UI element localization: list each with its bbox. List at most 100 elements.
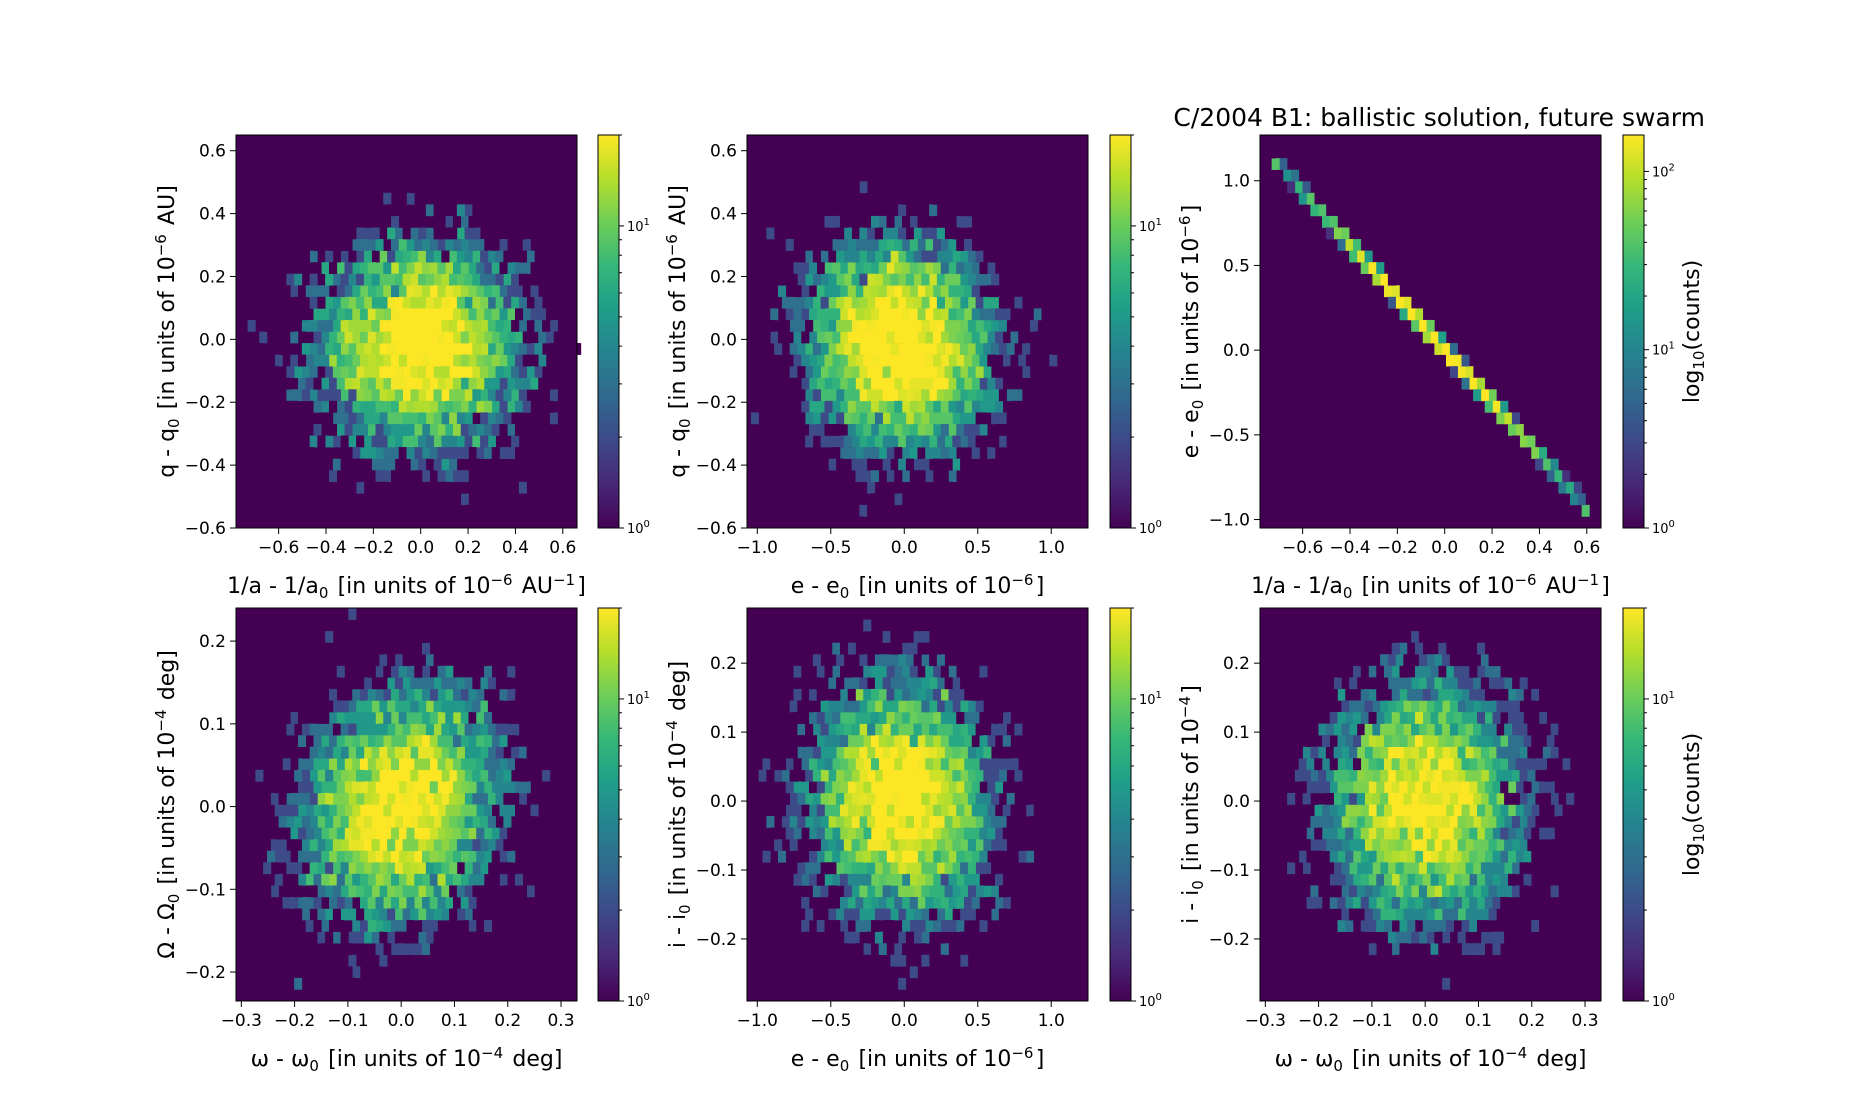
hex-bin (809, 377, 818, 390)
hex-bin (453, 192, 462, 205)
hex-bin (1337, 758, 1346, 771)
hex-bin (1376, 712, 1385, 724)
hex-bin (429, 758, 438, 771)
hex-bin (495, 954, 504, 967)
hex-bin (464, 504, 473, 517)
hex-bin (522, 308, 531, 321)
hex-bin (1446, 943, 1455, 956)
hex-bin (1438, 804, 1447, 817)
hex-bin (987, 873, 996, 886)
hex-bin (828, 746, 837, 759)
hex-bin (383, 239, 392, 251)
hex-bin (971, 688, 980, 701)
hex-bin (387, 343, 396, 355)
hex-bin (456, 481, 465, 494)
hex-bin (1407, 873, 1416, 886)
hex-bin (925, 688, 934, 701)
hex-bin (952, 769, 961, 782)
hex-bin (1442, 654, 1451, 667)
hex-bin (948, 377, 957, 390)
hex-bin (917, 215, 926, 228)
hex-bin (406, 262, 415, 275)
hex-bin (383, 873, 392, 886)
hex-bin (1384, 850, 1393, 863)
hex-bin (902, 400, 911, 413)
hex-bin (445, 665, 454, 678)
hex-bin (913, 816, 922, 828)
hex-bin (356, 458, 365, 471)
hex-bin (929, 746, 938, 759)
hex-bin (360, 377, 369, 390)
hex-bin (313, 688, 322, 701)
hex-bin (507, 781, 516, 794)
x-tick-label: 0.2 (1518, 1011, 1545, 1031)
hex-bin (913, 700, 922, 713)
hex-bin (801, 285, 810, 298)
hex-bin (367, 331, 376, 344)
hex-bin (843, 931, 852, 944)
hex-bin (754, 354, 763, 367)
hex-bin (441, 746, 450, 759)
hex-bin (1415, 712, 1424, 724)
hex-bin (429, 850, 438, 863)
hex-bin (360, 331, 369, 344)
hex-bin (793, 642, 802, 655)
hex-bin (460, 850, 469, 863)
hex-bin (944, 458, 953, 471)
hex-bin (1407, 758, 1416, 771)
hex-bin (1550, 792, 1559, 805)
hex-bin (797, 839, 806, 852)
hex-bin (534, 746, 543, 759)
hex-bin (294, 389, 303, 402)
hex-bin (394, 954, 403, 967)
hex-bin (294, 908, 303, 921)
hex-bin (325, 862, 334, 875)
hex-bin (793, 712, 802, 724)
hex-bin (1322, 920, 1331, 932)
hex-bin (1399, 758, 1408, 771)
hex-bin (348, 746, 357, 759)
hex-bin (898, 700, 907, 713)
hex-bin (367, 966, 376, 979)
hex-bin (503, 769, 512, 782)
hex-bin (781, 816, 790, 828)
hex-bin (816, 215, 825, 228)
hex-bin (894, 758, 903, 771)
hex-bin (913, 631, 922, 643)
hex-bin (890, 723, 899, 736)
hex-bin (805, 366, 814, 379)
hex-bin (913, 458, 922, 471)
hex-bin (410, 296, 419, 309)
hex-bin (1566, 769, 1575, 782)
hex-bin (313, 896, 322, 909)
hex-bin (487, 700, 496, 713)
hex-bin (979, 262, 988, 275)
hex-bin (321, 850, 330, 863)
hex-bin (379, 296, 388, 309)
hex-bin (449, 366, 458, 379)
hex-bin (995, 354, 1004, 367)
hex-bin (391, 400, 400, 413)
hex-bin (1477, 827, 1486, 840)
hex-bin (1006, 816, 1015, 828)
hex-bin (476, 827, 485, 840)
hex-bin (859, 862, 868, 875)
hex-bin (499, 712, 508, 724)
hex-bin (1345, 735, 1354, 748)
hex-bin (449, 250, 458, 263)
hex-bin (781, 296, 790, 309)
hex-bin (956, 781, 965, 794)
hex-bin (387, 839, 396, 852)
hex-bin (948, 354, 957, 367)
hex-bin (487, 677, 496, 690)
hex-bin (921, 792, 930, 805)
hex-bin (836, 319, 845, 332)
hex-bin (375, 850, 384, 863)
hex-bin (487, 296, 496, 309)
hex-bin (425, 723, 434, 736)
hex-bin (1349, 862, 1358, 875)
hex-bin (913, 227, 922, 240)
hex-bin (1329, 215, 1338, 228)
hex-bin (445, 758, 454, 771)
hex-bin (828, 700, 837, 713)
